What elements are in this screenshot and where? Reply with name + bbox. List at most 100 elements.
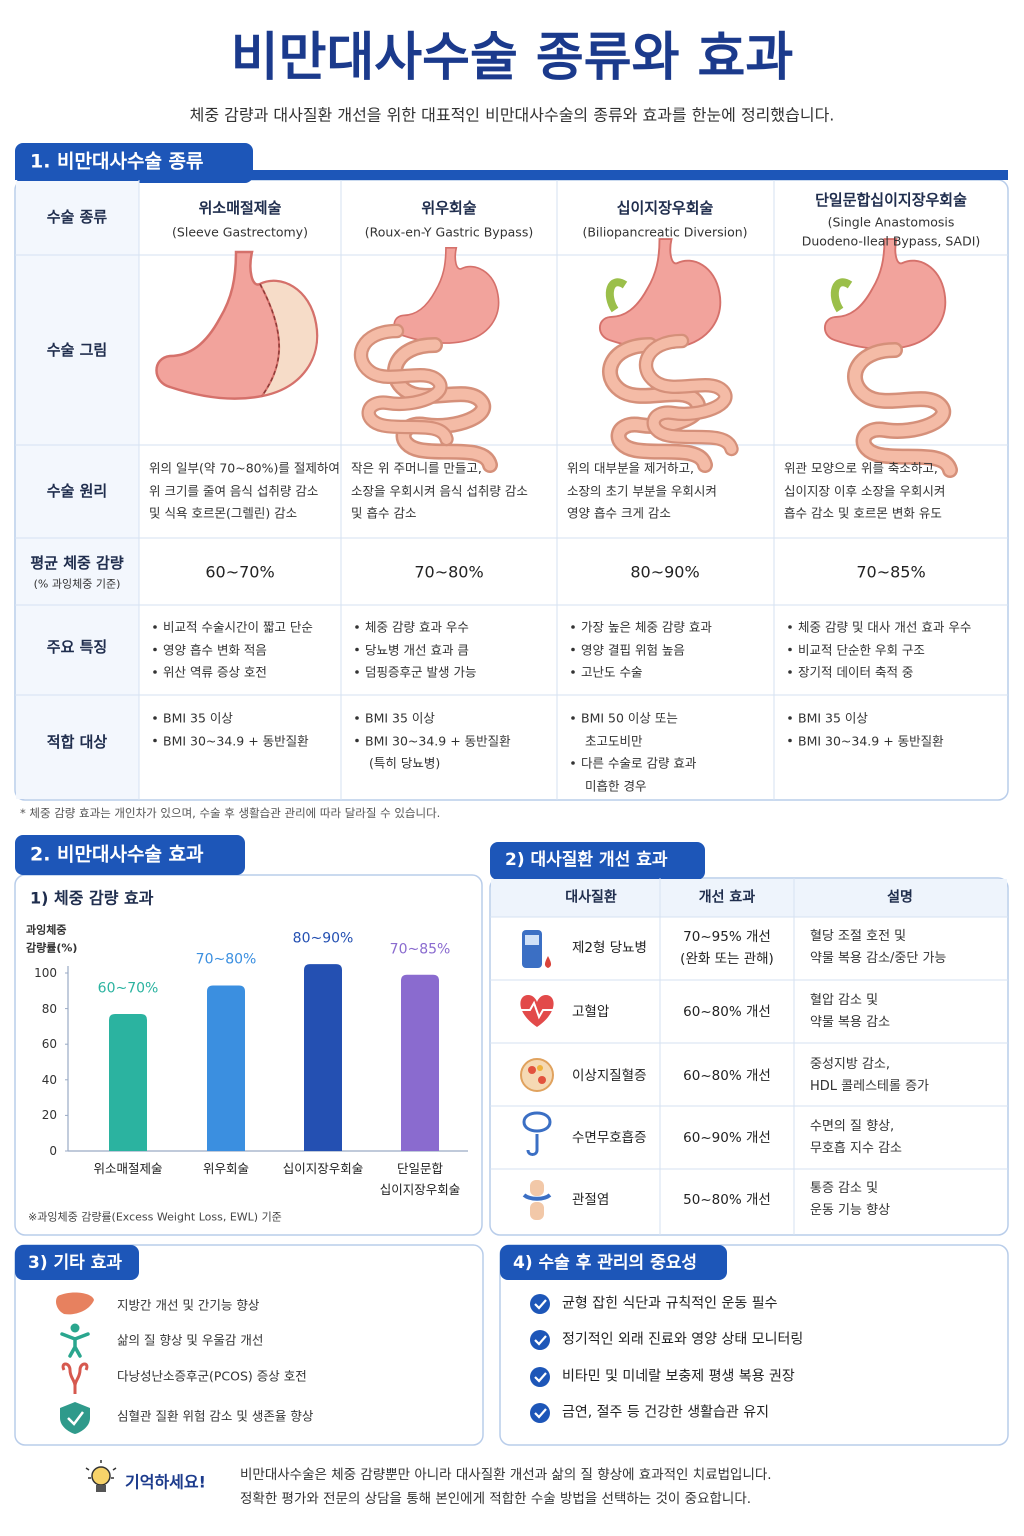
surgery-english: (Single Anastomosis bbox=[827, 214, 955, 230]
effect: (완화 또는 관해) bbox=[680, 950, 774, 967]
description: 중성지방 감소, bbox=[810, 1057, 891, 1073]
bullet bbox=[571, 625, 575, 629]
effect-item: 다낭성난소증후군(PCOS) 증상 호전 bbox=[117, 1368, 307, 1384]
bullet bbox=[355, 670, 359, 674]
surgery-english: (Sleeve Gastrectomy) bbox=[172, 224, 308, 240]
y-tick-label: 100 bbox=[34, 965, 57, 980]
column-header: 대사질환 bbox=[565, 889, 617, 906]
chart-title: 1) 체중 감량 효과 bbox=[30, 888, 154, 908]
chart-note: ※과잉체중 감량률(Excess Weight Loss, EWL) 기준 bbox=[28, 1210, 282, 1224]
weight-loss: 80~90% bbox=[630, 562, 700, 582]
target: BMI 30~34.9 + 동반질환 bbox=[798, 733, 944, 748]
principle-line: 및 식욕 호르몬(그렐린) 감소 bbox=[149, 505, 298, 521]
panel bbox=[14, 1244, 484, 1446]
surgery-name: 위소매절제술 bbox=[198, 199, 282, 217]
bar-label: 70~80% bbox=[195, 952, 257, 969]
principle-line: 소장의 초기 부분을 우회시켜 bbox=[567, 483, 717, 498]
principle-line: 위 크기를 줄여 음식 섭취량 감소 bbox=[149, 483, 319, 498]
description: 수면의 질 향상, bbox=[810, 1119, 895, 1135]
y-tick-label: 0 bbox=[49, 1143, 57, 1158]
y-tick-label: 80 bbox=[41, 1001, 57, 1016]
feature: 당뇨병 개선 효과 큼 bbox=[365, 642, 469, 657]
effect: 70~95% 개선 bbox=[683, 928, 771, 945]
principle-line: 및 흡수 감소 bbox=[351, 505, 417, 521]
feature: 영양 결핍 위험 높음 bbox=[581, 642, 685, 657]
effect: 60~80% 개선 bbox=[683, 1003, 771, 1020]
table-lines bbox=[490, 878, 1008, 1235]
bullet bbox=[788, 716, 792, 720]
feature: 비교적 단순한 우회 구조 bbox=[798, 642, 925, 657]
weight-loss: 70~85% bbox=[856, 562, 926, 582]
column-header: 개선 효과 bbox=[698, 889, 756, 906]
principle-line: 위의 일부(약 70~80%)를 절제하여 bbox=[149, 460, 340, 476]
row-label: 수술 원리 bbox=[46, 482, 108, 500]
bullet bbox=[153, 647, 157, 652]
row-label-note: (% 과잉체중 기준) bbox=[33, 577, 121, 591]
y-tick-label: 40 bbox=[41, 1072, 57, 1087]
x-tick-label: 십이지장우회술 bbox=[282, 1161, 364, 1176]
bar-label: 70~85% bbox=[389, 941, 451, 958]
x-tick-label: 위소매절제술 bbox=[93, 1161, 163, 1176]
bpd-illustration bbox=[598, 238, 732, 465]
target: BMI 35 이상 bbox=[798, 710, 868, 726]
target: BMI 35 이상 bbox=[365, 710, 435, 726]
target: 초고도비만 bbox=[585, 733, 643, 748]
bar bbox=[207, 985, 245, 1151]
column-header: 설명 bbox=[887, 889, 913, 906]
bullet bbox=[355, 738, 359, 743]
surgery-english: (Roux-en-Y Gastric Bypass) bbox=[364, 224, 534, 240]
weight-loss: 70~80% bbox=[414, 562, 484, 582]
description: HDL 콜레스테롤 증가 bbox=[810, 1079, 930, 1095]
target: (특히 당뇨병) bbox=[369, 755, 441, 771]
description: 운동 기능 향상 bbox=[810, 1203, 891, 1219]
principle-line: 영양 흡수 크게 감소 bbox=[567, 505, 671, 521]
bullet bbox=[153, 738, 157, 743]
description: 혈압 감소 및 bbox=[810, 993, 879, 1009]
surgery-english: Duodeno-Ileal Bypass, SADI) bbox=[801, 233, 981, 249]
surgery-english: (Biliopancreatic Diversion) bbox=[582, 224, 748, 240]
bullet bbox=[355, 716, 359, 720]
feature: 체중 감량 효과 우수 bbox=[365, 619, 469, 635]
bullet bbox=[571, 647, 575, 652]
row-label: 평균 체중 감량 bbox=[30, 554, 124, 572]
bullet bbox=[571, 716, 575, 720]
target: BMI 50 이상 또는 bbox=[581, 710, 678, 726]
surgery-name: 십이지장우회술 bbox=[616, 199, 714, 217]
sleeve-illustration bbox=[155, 250, 319, 400]
principle-line: 십이지장 이후 소장을 우회시켜 bbox=[784, 483, 946, 498]
feature: 위산 역류 증상 호전 bbox=[163, 664, 267, 680]
section-heading: 4) 수술 후 관리의 중요성 bbox=[513, 1252, 698, 1273]
y-tick-label: 60 bbox=[41, 1036, 57, 1051]
effect-item: 지방간 개선 및 간기능 향상 bbox=[117, 1297, 260, 1313]
panel bbox=[499, 1244, 1009, 1446]
bar bbox=[109, 1013, 147, 1151]
effect: 60~90% 개선 bbox=[683, 1129, 771, 1146]
target: BMI 35 이상 bbox=[163, 710, 233, 726]
reminder-label: 기억하세요! bbox=[125, 1472, 206, 1492]
bullet bbox=[788, 670, 792, 674]
principle-line: 위의 대부분을 제거하고, bbox=[567, 460, 694, 476]
table-header-bg bbox=[491, 879, 1007, 917]
effect-icons bbox=[56, 1292, 94, 1434]
title: 비만대사수술 종류와 효과 bbox=[230, 27, 794, 88]
footnote: * 체중 감량 효과는 개인차가 있으며, 수술 후 생활습관 관리에 따라 달… bbox=[20, 806, 441, 821]
panel bbox=[489, 877, 1009, 1236]
effect-item: 삶의 질 향상 및 우울감 개선 bbox=[117, 1332, 264, 1348]
table-lines bbox=[15, 180, 1008, 800]
bullet bbox=[788, 625, 792, 629]
bullet bbox=[571, 670, 575, 674]
feature: 고난도 수술 bbox=[581, 664, 643, 680]
y-axis-label: 감량률(%) bbox=[26, 941, 78, 955]
reminder-line: 정확한 평가와 전문의 상담을 통해 본인에게 적합한 수술 방법을 선택하는 … bbox=[240, 1490, 752, 1507]
feature: 장기적 데이터 축적 중 bbox=[798, 664, 914, 680]
bullet bbox=[153, 716, 157, 720]
bullet bbox=[153, 625, 157, 629]
care-item: 금연, 절주 등 건강한 생활습관 유지 bbox=[562, 1404, 770, 1421]
disease: 제2형 당뇨병 bbox=[572, 939, 647, 956]
reminder-line: 비만대사수술은 체중 감량뿐만 아니라 대사질환 개선과 삶의 질 향상에 효과… bbox=[240, 1466, 772, 1483]
y-tick-label: 20 bbox=[41, 1108, 57, 1123]
feature: 영양 흡수 변화 적음 bbox=[163, 642, 267, 657]
x-tick-label: 단일문합 십이지장우회술 bbox=[379, 1161, 461, 1197]
